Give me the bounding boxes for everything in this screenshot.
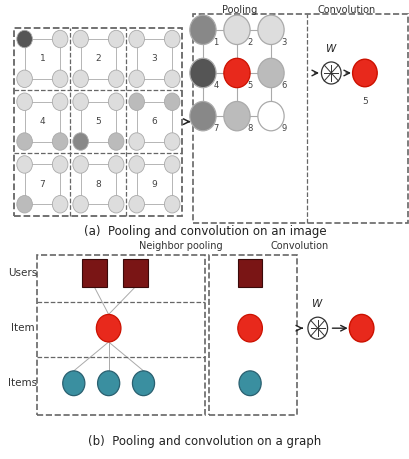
Circle shape (223, 15, 249, 45)
Text: Users: Users (8, 268, 37, 278)
Text: 1: 1 (213, 38, 218, 47)
Text: 1: 1 (39, 55, 45, 63)
Circle shape (73, 133, 88, 150)
Circle shape (52, 93, 68, 111)
Circle shape (96, 314, 121, 342)
Circle shape (128, 93, 144, 111)
Circle shape (257, 15, 283, 45)
Bar (82, 259, 106, 287)
Text: 6: 6 (281, 81, 286, 90)
Bar (237, 259, 262, 287)
Circle shape (128, 30, 144, 48)
Text: 4: 4 (213, 81, 218, 90)
Circle shape (164, 70, 180, 88)
Circle shape (108, 133, 124, 150)
Text: Neighbor pooling: Neighbor pooling (138, 241, 222, 251)
Circle shape (189, 58, 216, 88)
Text: 3: 3 (281, 38, 286, 47)
Circle shape (108, 30, 124, 48)
Text: 9: 9 (151, 180, 157, 189)
Text: 5: 5 (95, 117, 101, 126)
Text: 5: 5 (247, 81, 252, 90)
Circle shape (189, 15, 216, 45)
Text: $W$: $W$ (324, 42, 337, 54)
Text: 4: 4 (39, 117, 45, 126)
Circle shape (189, 101, 216, 131)
Circle shape (17, 196, 32, 213)
Circle shape (52, 133, 68, 150)
Circle shape (237, 314, 262, 342)
Circle shape (17, 70, 32, 88)
Text: 2: 2 (95, 55, 101, 63)
Circle shape (164, 196, 180, 213)
Circle shape (164, 156, 180, 173)
Circle shape (223, 58, 249, 88)
Circle shape (17, 93, 32, 111)
Circle shape (352, 59, 376, 87)
Text: 7: 7 (39, 180, 45, 189)
Circle shape (257, 58, 283, 88)
Text: 9: 9 (281, 124, 286, 134)
Circle shape (17, 133, 32, 150)
Circle shape (73, 70, 88, 88)
Circle shape (73, 93, 88, 111)
Circle shape (97, 371, 119, 396)
Circle shape (52, 196, 68, 213)
Circle shape (307, 317, 327, 339)
Text: 3: 3 (151, 55, 157, 63)
Circle shape (52, 30, 68, 48)
Circle shape (73, 156, 88, 173)
Circle shape (128, 156, 144, 173)
Text: Convolution: Convolution (270, 241, 328, 251)
Text: 2: 2 (247, 38, 252, 47)
Text: 7: 7 (213, 124, 218, 134)
Text: (b)  Pooling and convolution on a graph: (b) Pooling and convolution on a graph (88, 435, 321, 448)
Text: (a)  Pooling and convolution on an image: (a) Pooling and convolution on an image (83, 225, 326, 238)
Circle shape (164, 93, 180, 111)
Text: Item: Item (11, 323, 34, 333)
Circle shape (73, 196, 88, 213)
Text: 6: 6 (151, 117, 157, 126)
Text: Pooling: Pooling (222, 5, 257, 15)
Circle shape (128, 133, 144, 150)
Circle shape (257, 101, 283, 131)
Circle shape (108, 70, 124, 88)
Circle shape (321, 62, 340, 84)
Circle shape (128, 70, 144, 88)
Circle shape (108, 196, 124, 213)
Circle shape (17, 156, 32, 173)
Text: 8: 8 (247, 124, 252, 134)
Text: 5: 5 (361, 97, 367, 106)
Circle shape (63, 371, 85, 396)
Circle shape (238, 371, 261, 396)
Circle shape (128, 196, 144, 213)
Circle shape (108, 93, 124, 111)
Text: $W$: $W$ (311, 297, 323, 309)
Text: 8: 8 (95, 180, 101, 189)
Text: Convolution: Convolution (317, 5, 375, 15)
Circle shape (52, 70, 68, 88)
Bar (123, 259, 147, 287)
Circle shape (348, 314, 373, 342)
Circle shape (73, 30, 88, 48)
Circle shape (132, 371, 154, 396)
Circle shape (164, 30, 180, 48)
Circle shape (52, 156, 68, 173)
Circle shape (17, 30, 32, 48)
Text: Items: Items (8, 378, 37, 388)
Circle shape (108, 156, 124, 173)
Circle shape (223, 101, 249, 131)
Circle shape (164, 133, 180, 150)
